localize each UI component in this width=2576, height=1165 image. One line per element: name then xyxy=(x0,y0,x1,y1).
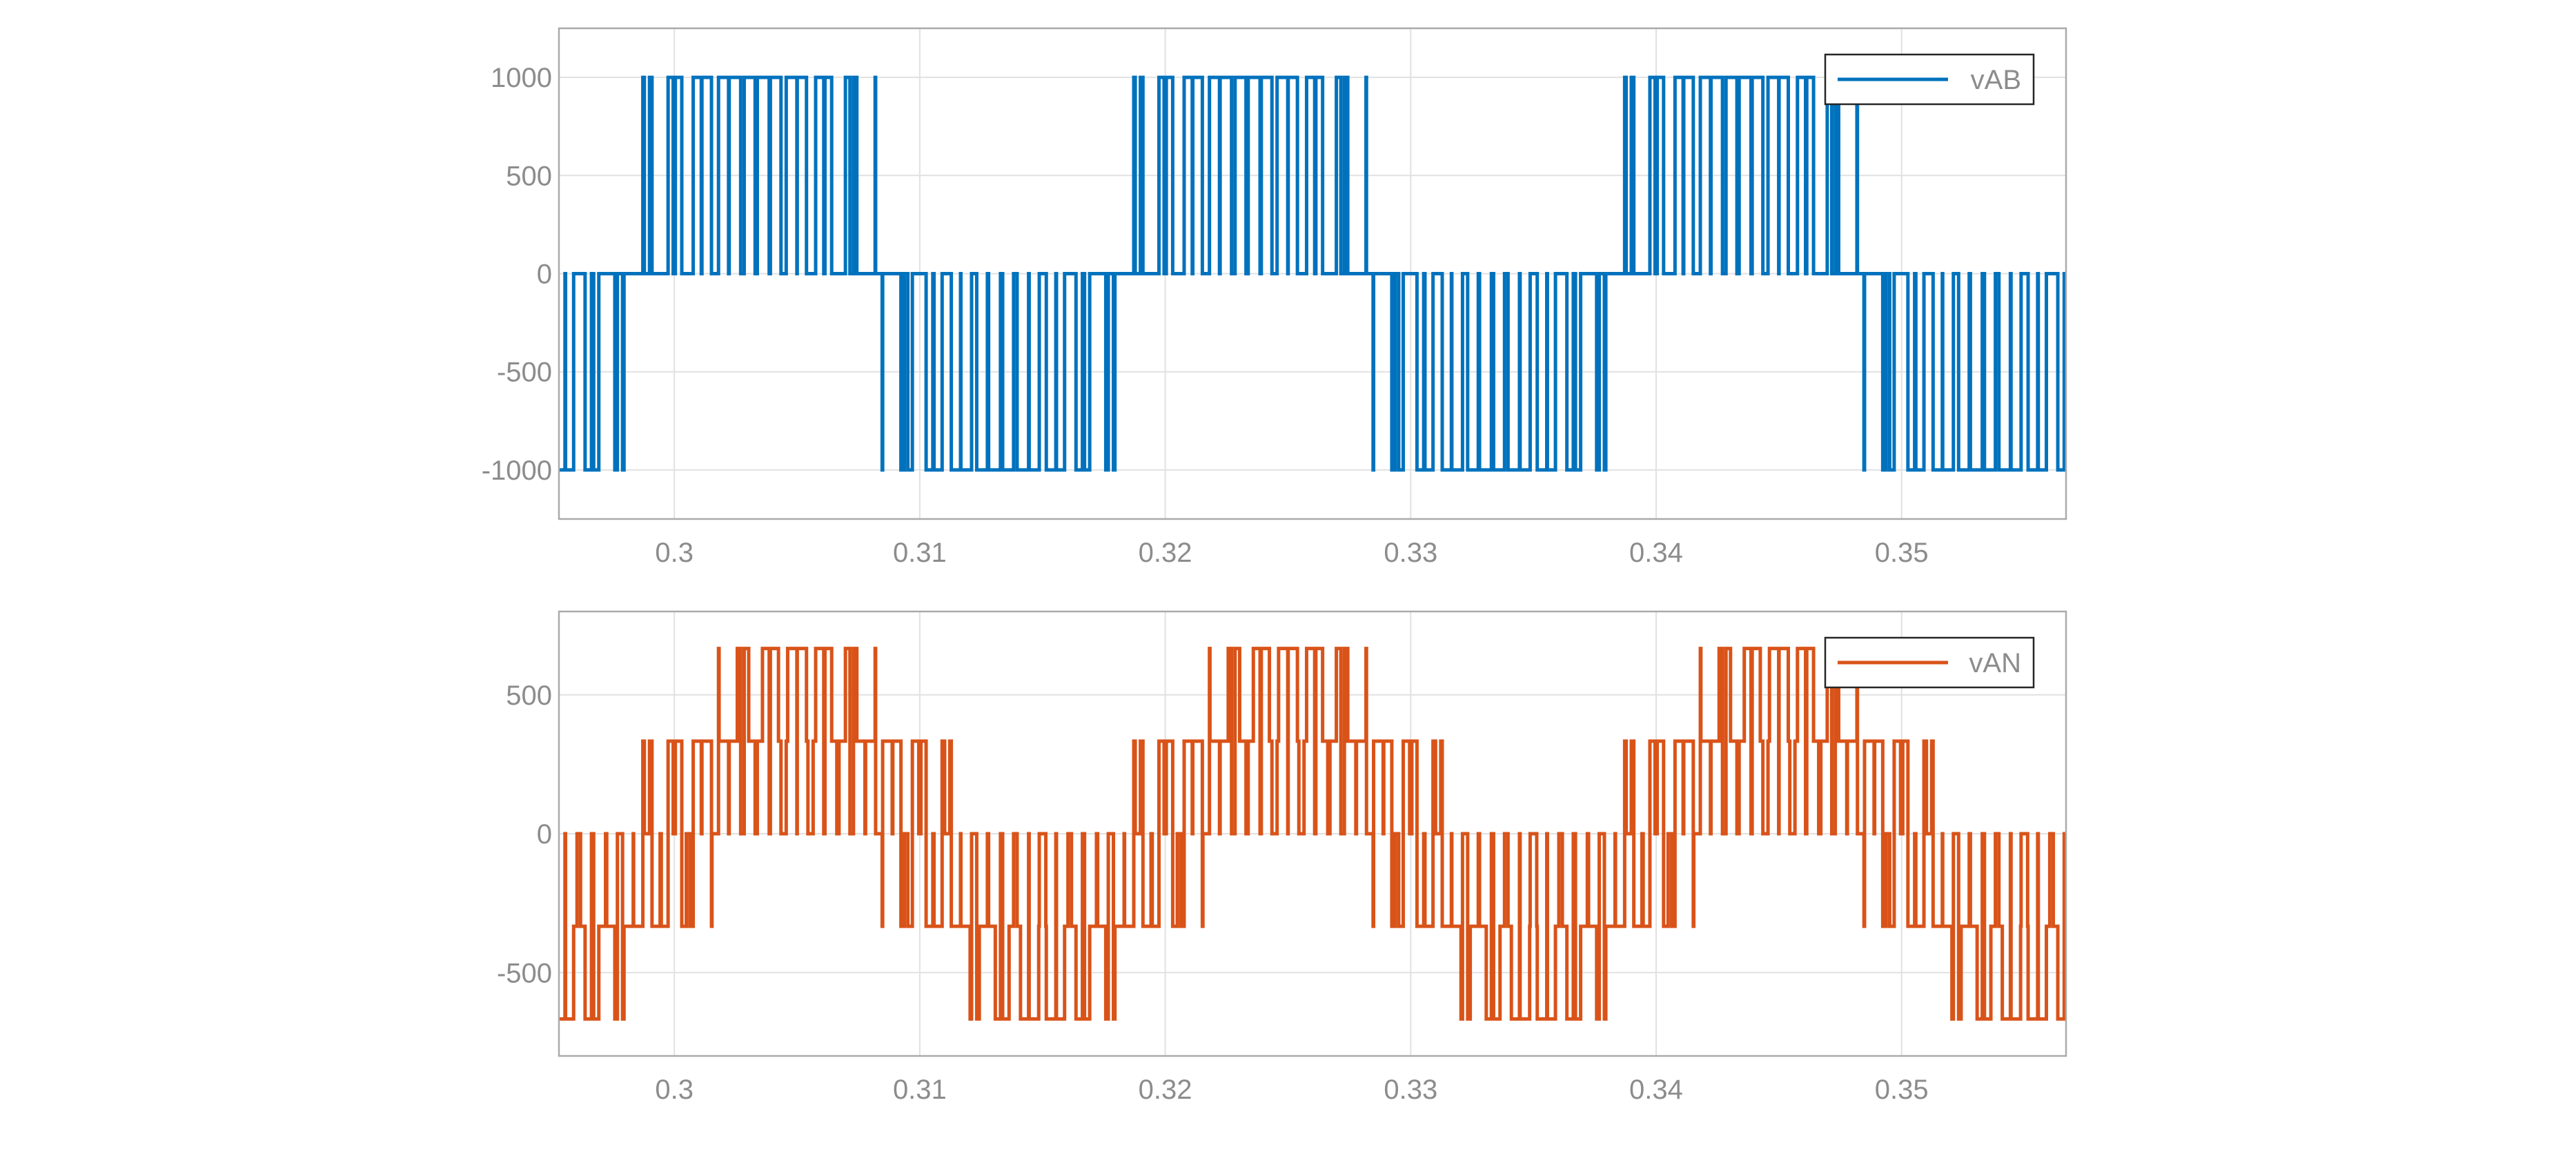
top-x-tick-labels: 0.3 0.31 0.32 0.33 0.34 0.35 xyxy=(655,538,1928,568)
top-legend-label-vAB: vAB xyxy=(1971,65,2021,95)
y-tick-label: -500 xyxy=(497,358,552,388)
vAN-series xyxy=(559,647,2066,1021)
y-tick-label: 500 xyxy=(506,161,552,191)
x-tick-label: 0.3 xyxy=(655,538,694,568)
x-tick-label: 0.32 xyxy=(1139,1075,1192,1105)
bottom-legend-label-vAN: vAN xyxy=(1969,648,2021,678)
x-tick-label: 0.34 xyxy=(1629,538,1683,568)
x-tick-label: 0.31 xyxy=(893,1075,947,1105)
bottom-x-tick-labels: 0.3 0.31 0.32 0.33 0.34 0.35 xyxy=(655,1075,1928,1105)
y-tick-label: 1000 xyxy=(491,63,552,93)
top-axes: 0.3 0.31 0.32 0.33 0.34 0.35 -1000 -500 0 500 100… xyxy=(482,27,2067,568)
x-tick-label: 0.33 xyxy=(1384,538,1437,568)
bottom-axes: 0.3 0.31 0.32 0.33 0.34 0.35 -500 0 500 vAN xyxy=(497,610,2067,1105)
series-line-vAB xyxy=(559,75,2066,472)
y-tick-label: -500 xyxy=(497,958,552,988)
y-tick-label: -1000 xyxy=(482,456,552,486)
x-tick-label: 0.32 xyxy=(1139,538,1192,568)
bottom-axes-frame xyxy=(558,610,2067,1057)
bottom-y-tick-labels: -500 0 500 xyxy=(497,681,552,989)
y-tick-label: 0 xyxy=(537,819,552,850)
x-tick-label: 0.35 xyxy=(1875,538,1929,568)
top-y-tick-labels: -1000 -500 0 500 1000 xyxy=(482,63,552,486)
x-tick-label: 0.31 xyxy=(893,538,947,568)
x-tick-label: 0.3 xyxy=(655,1075,694,1105)
top-legend: vAB xyxy=(1824,53,2035,106)
y-tick-label: 500 xyxy=(506,681,552,711)
x-tick-label: 0.35 xyxy=(1875,1075,1929,1105)
vAB-series xyxy=(559,75,2066,472)
bottom-legend: vAN xyxy=(1824,636,2035,689)
y-tick-label: 0 xyxy=(537,260,552,290)
x-tick-label: 0.34 xyxy=(1629,1075,1683,1105)
x-tick-label: 0.33 xyxy=(1384,1075,1437,1105)
series-line-vAN xyxy=(559,647,2066,1021)
top-axes-frame xyxy=(558,27,2067,520)
